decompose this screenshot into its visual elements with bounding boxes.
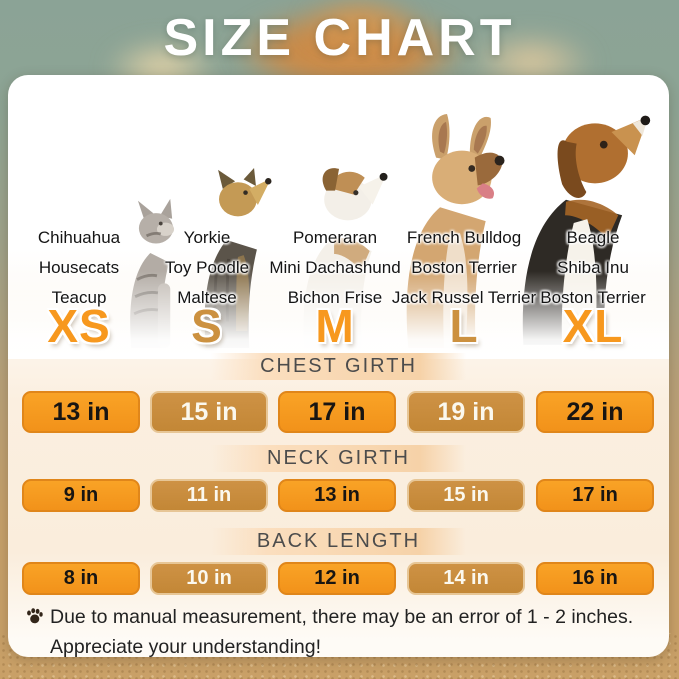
back-value-xs: 8 in: [22, 562, 140, 595]
breed-label: Jack Russel Terrier: [391, 288, 537, 307]
note-line-1: Due to manual measurement, there may be …: [50, 606, 634, 628]
breed-list-l: French Bulldog Boston Terrier Jack Russe…: [364, 223, 564, 313]
breed-label: French Bulldog: [406, 228, 522, 247]
section-header-chest-girth: CHEST GIRTH: [211, 353, 466, 380]
breed-list-m: Pomeraran Mini Dachashund Bichon Frise: [235, 223, 435, 313]
breed-label: Boston Terrier: [540, 288, 646, 307]
page-title: SIZE CHART: [163, 9, 516, 67]
size-label-xl: XL: [562, 300, 624, 352]
paw-icon: [27, 608, 43, 624]
breed-label: Shiba Inu: [557, 258, 629, 277]
neck-value-s: 11 in: [150, 479, 268, 512]
breed-label: Chihuahua: [37, 228, 121, 247]
chest-value-m: 17 in: [278, 391, 396, 433]
breed-list-xl: Beagle Shiba Inu Boston Terrier: [493, 223, 669, 313]
size-label-xs: XS: [47, 300, 111, 352]
size-label-s: S: [191, 300, 223, 352]
breed-label: Yorkie: [183, 228, 231, 247]
breed-label: Maltese: [177, 288, 237, 307]
breed-label: Boston Terrier: [411, 258, 517, 277]
section-header-neck-girth: NECK GIRTH: [211, 445, 466, 472]
breed-label: Pomeraran: [292, 228, 378, 247]
chest-value-s: 15 in: [150, 391, 268, 433]
breed-label: Teacup: [51, 288, 107, 307]
size-label-l: L: [449, 300, 479, 352]
back-value-xl: 16 in: [536, 562, 654, 595]
chest-value-l: 19 in: [407, 391, 525, 433]
neck-value-l: 15 in: [407, 479, 525, 512]
chart-panel: Chihuahua Housecats Teacup Yorkie Toy Po…: [8, 75, 669, 657]
breed-label: Beagle: [566, 228, 620, 247]
chest-value-xs: 13 in: [22, 391, 140, 433]
blurred-dog-head-background: [300, 0, 420, 54]
size-label-m: M: [315, 300, 355, 352]
section-header-back-length: BACK LENGTH: [211, 528, 466, 555]
neck-value-xs: 9 in: [22, 479, 140, 512]
measurement-note: Due to manual measurement, there may be …: [24, 602, 654, 657]
back-value-l: 14 in: [407, 562, 525, 595]
white-fade-overlay: [8, 271, 669, 359]
breed-label: Housecats: [38, 258, 120, 277]
breed-label: Mini Dachashund: [269, 258, 401, 277]
neck-value-xl: 17 in: [536, 479, 654, 512]
neck-value-m: 13 in: [278, 479, 396, 512]
back-value-s: 10 in: [150, 562, 268, 595]
back-value-m: 12 in: [278, 562, 396, 595]
breed-label: Toy Poodle: [164, 258, 250, 277]
note-line-2: Appreciate your understanding!: [50, 636, 322, 657]
chest-value-xl: 22 in: [536, 391, 654, 433]
breed-label: Bichon Frise: [287, 288, 383, 307]
breed-list-xs: Chihuahua Housecats Teacup: [8, 223, 179, 313]
breed-list-s: Yorkie Toy Poodle Maltese: [107, 223, 307, 313]
